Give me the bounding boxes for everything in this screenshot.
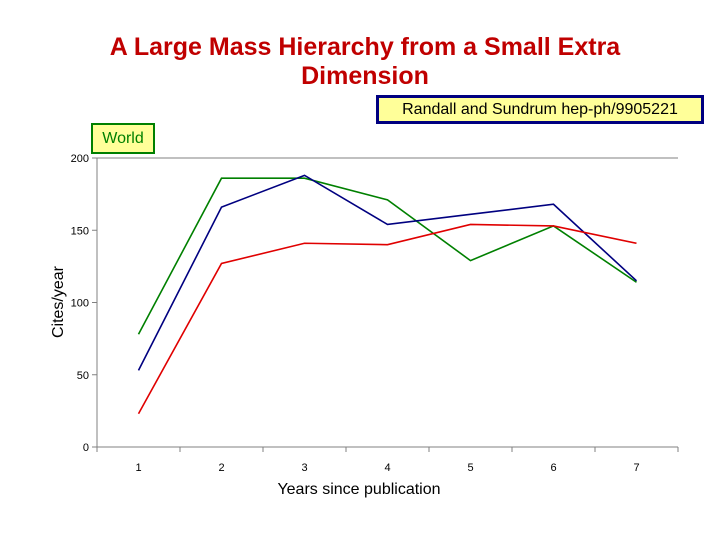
x-tick-label: 7 xyxy=(633,462,639,474)
x-tick-label: 5 xyxy=(467,462,473,474)
y-tick-label: 0 xyxy=(83,442,89,454)
x-tick-labels: 1 2 3 4 5 6 7 xyxy=(135,462,639,474)
slide-title-line1: A Large Mass Hierarchy from a Small Extr… xyxy=(109,33,621,61)
series-line-3 xyxy=(137,223,637,415)
y-tick-label: 200 xyxy=(71,153,89,165)
axes xyxy=(92,157,679,452)
series-line-2 xyxy=(137,174,638,371)
series-lines xyxy=(137,174,638,415)
series-line-1 xyxy=(137,177,637,335)
x-tick-label: 4 xyxy=(384,462,390,474)
x-tick-label: 6 xyxy=(550,462,556,474)
slide-title: A Large Mass Hierarchy from a Small Extr… xyxy=(40,33,690,91)
y-tick-label: 150 xyxy=(71,225,89,237)
y-tick-label: 50 xyxy=(77,370,89,382)
slide-title-line2: Dimension xyxy=(301,62,429,90)
y-axis-title: Cites/year xyxy=(50,265,67,338)
x-tick-label: 1 xyxy=(135,462,141,474)
legend-world: World xyxy=(91,123,155,154)
y-tick-labels: 0 50 100 150 200 xyxy=(71,153,89,454)
x-axis-title: Years since publication xyxy=(277,481,440,498)
reference-box: Randall and Sundrum hep-ph/9905221 xyxy=(376,95,704,124)
x-tick-label: 2 xyxy=(218,462,224,474)
x-tick-label: 3 xyxy=(301,462,307,474)
y-tick-label: 100 xyxy=(71,298,89,310)
